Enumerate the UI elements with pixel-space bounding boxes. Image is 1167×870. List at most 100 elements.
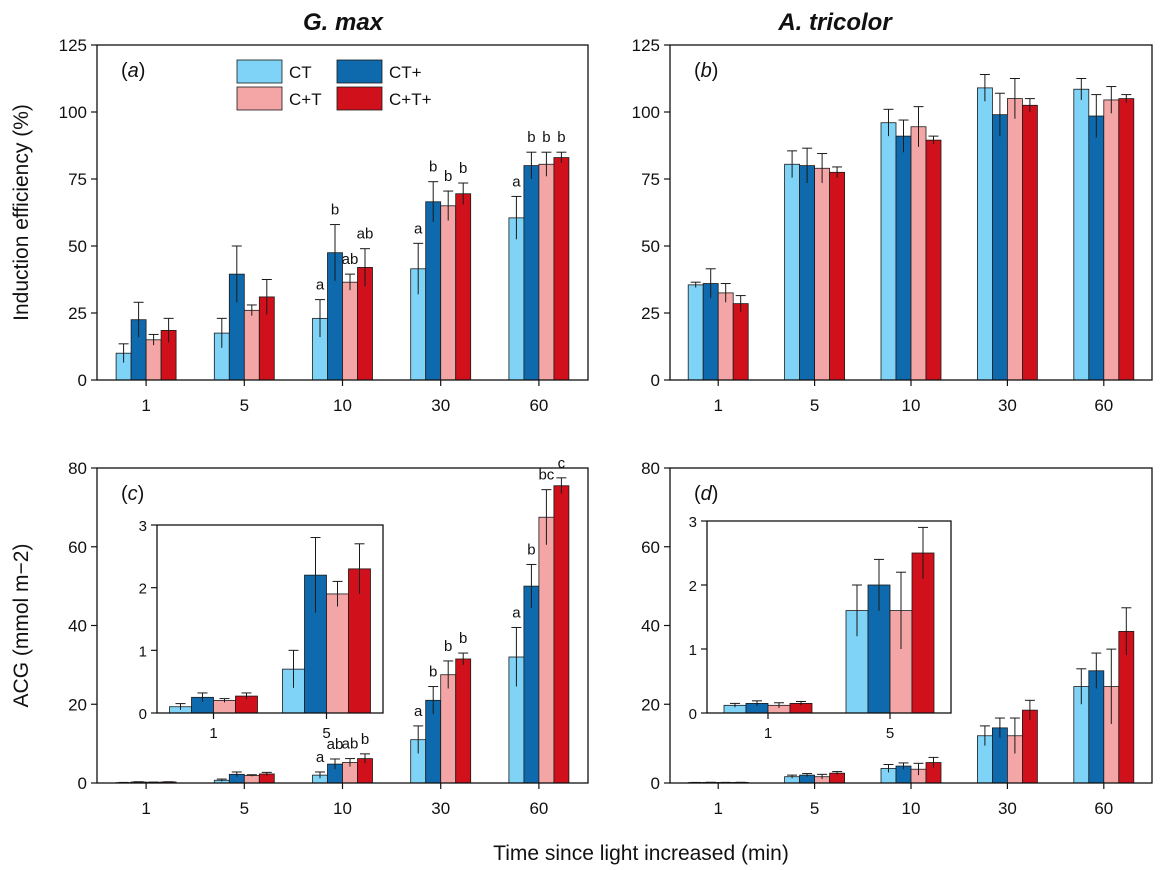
y-tick-label-c-60: 60: [68, 538, 87, 557]
x-tick-label-c-10: 10: [333, 799, 352, 818]
y-tick-label-d-0: 0: [651, 774, 660, 793]
sig-label-a-CT+-60: b: [527, 129, 535, 146]
bar-c-C+T-30: [440, 674, 457, 784]
panel-label-a: (a): [121, 60, 145, 82]
y-tick-label-b-25: 25: [641, 304, 660, 323]
bar-c-C+T+-60: [553, 485, 570, 784]
sig-label-c-CT+-10: ab: [327, 736, 344, 753]
x-tick-label-a-30: 30: [431, 396, 450, 415]
bar-a-C+T+-30: [455, 193, 472, 381]
x-tick-label-d-inset-1: 1: [764, 725, 772, 742]
y-tick-label-d-inset-2: 2: [689, 578, 697, 595]
inset-c: 1 5 0 1 2 3: [139, 518, 384, 742]
bar-c-C+T+-30: [455, 658, 472, 784]
y-tick-label-d-inset-1: 1: [689, 642, 697, 659]
bar-b-C+T+-30: [1022, 104, 1038, 381]
frame-d: [669, 467, 1153, 784]
bar-c-C+T-60: [538, 516, 555, 784]
y-tick-label-a-50: 50: [68, 237, 87, 256]
y-tick-label-a-0: 0: [78, 371, 87, 390]
sig-label-a-CT+-10: b: [331, 202, 339, 219]
x-tick-label-b-1: 1: [713, 396, 722, 415]
bar-b-C+T+-60: [1118, 98, 1135, 381]
y-tick-label-d-20: 20: [641, 695, 660, 714]
frame-c-inset: [156, 524, 384, 714]
y-tick-label-c-inset-0: 0: [139, 706, 147, 723]
bar-c-C+T-5: [243, 775, 260, 784]
bar-a-CT+-60: [523, 165, 540, 381]
panel-label-c: (c): [121, 483, 144, 505]
column-title-atricolor: A. tricolor: [777, 9, 893, 36]
bar-b-C+T+-1: [732, 303, 749, 381]
legend-label-C+T+: C+T+: [389, 90, 432, 109]
sig-label-c-C+T-10: ab: [342, 736, 359, 753]
panel-label-c-panel_close: ): [138, 483, 145, 505]
sig-label-a-CT-30: a: [414, 220, 423, 237]
legend-label-CT+: CT+: [389, 63, 422, 82]
y-tick-label-d-60: 60: [641, 538, 660, 557]
bar-b-C+T-30: [1007, 98, 1023, 381]
panel-label-d-panel_open: (: [694, 483, 701, 505]
legend-swatch-C+T: [236, 86, 283, 111]
bar-a-C+T-1: [145, 339, 162, 381]
x-tick-label-c-inset-1: 1: [209, 725, 217, 742]
bar-b-CT+-5: [799, 165, 815, 381]
x-tick-label-a-10: 10: [333, 396, 352, 415]
sig-label-a-C+T-10: ab: [342, 251, 359, 268]
y-tick-label-d-40: 40: [641, 617, 660, 636]
x-tick-label-a-1: 1: [141, 396, 150, 415]
column-title-gmax: G. max: [303, 9, 385, 36]
legend-swatch-CT: [236, 59, 283, 84]
y-tick-label-a-100: 100: [59, 103, 87, 122]
x-axis-title: Time since light increased (min): [493, 842, 789, 865]
x-tick-label-d-5: 5: [810, 799, 819, 818]
x-tick-label-d-inset-5: 5: [886, 725, 894, 742]
y-tick-label-c-20: 20: [68, 695, 87, 714]
x-tick-label-c-inset-5: 5: [322, 725, 330, 742]
bar-b-CT-30: [977, 87, 993, 381]
panel-label-a-panel_open: (: [121, 60, 128, 82]
panel-label-d-panel_letter: d: [701, 483, 713, 505]
bar-b-C+T-10: [910, 126, 927, 381]
x-tick-label-c-30: 30: [431, 799, 450, 818]
bar-b-C+T-1: [717, 292, 734, 381]
legend: CT CT+ C+T C+T+: [236, 59, 432, 111]
y-tick-label-c-inset-3: 3: [139, 518, 147, 535]
bar-b-C+T-5: [814, 167, 830, 381]
x-tick-label-d-30: 30: [998, 799, 1017, 818]
y-tick-label-c-inset-1: 1: [139, 643, 147, 660]
x-tick-label-d-10: 10: [902, 799, 921, 818]
panel-label-a-panel_close: ): [139, 60, 146, 82]
x-tick-label-c-60: 60: [529, 799, 548, 818]
bar-a-C+T-30: [440, 205, 457, 381]
bar-a-CT-60: [508, 217, 525, 381]
bar-a-C+T+-60: [553, 157, 570, 381]
sig-label-c-CT-30: a: [414, 703, 423, 720]
bar-b-C+T+-5: [829, 171, 845, 381]
bar-b-CT-10: [880, 122, 897, 381]
y-tick-label-d-inset-0: 0: [689, 706, 697, 723]
panel-label-c-panel_open: (: [121, 483, 128, 505]
bar-a-C+T-10: [342, 281, 358, 381]
sig-label-a-C+T+-30: b: [459, 160, 467, 177]
x-tick-label-b-60: 60: [1094, 396, 1113, 415]
sig-label-a-CT-60: a: [512, 173, 521, 190]
bar-b-CT+-60: [1088, 115, 1105, 381]
bar-b-CT+-30: [992, 114, 1008, 381]
panel-b: 1 5 10 30 60 0 25 50 75 100 125 (b): [632, 36, 1153, 415]
panel-label-b-panel_close: ): [712, 60, 719, 82]
bar-a-C+T-5: [243, 309, 260, 381]
sig-label-a-C+T-30: b: [444, 168, 452, 185]
panel-label-a-panel_letter: a: [128, 60, 139, 82]
panel-label-d-panel_close: ): [712, 483, 719, 505]
panel-label-b-panel_open: (: [694, 60, 701, 82]
y-tick-label-c-40: 40: [68, 617, 87, 636]
bar-b-CT+-10: [895, 135, 912, 381]
y-tick-label-b-100: 100: [632, 103, 660, 122]
panel-d: 1 5 10 30 60 0 20 40 60 80 (d) 1 5 0 1 2 3: [641, 459, 1153, 818]
panel-label-c-panel_letter: c: [128, 483, 138, 505]
panel-label-b-panel_letter: b: [701, 60, 712, 82]
y-tick-label-d-inset-3: 3: [689, 514, 697, 531]
